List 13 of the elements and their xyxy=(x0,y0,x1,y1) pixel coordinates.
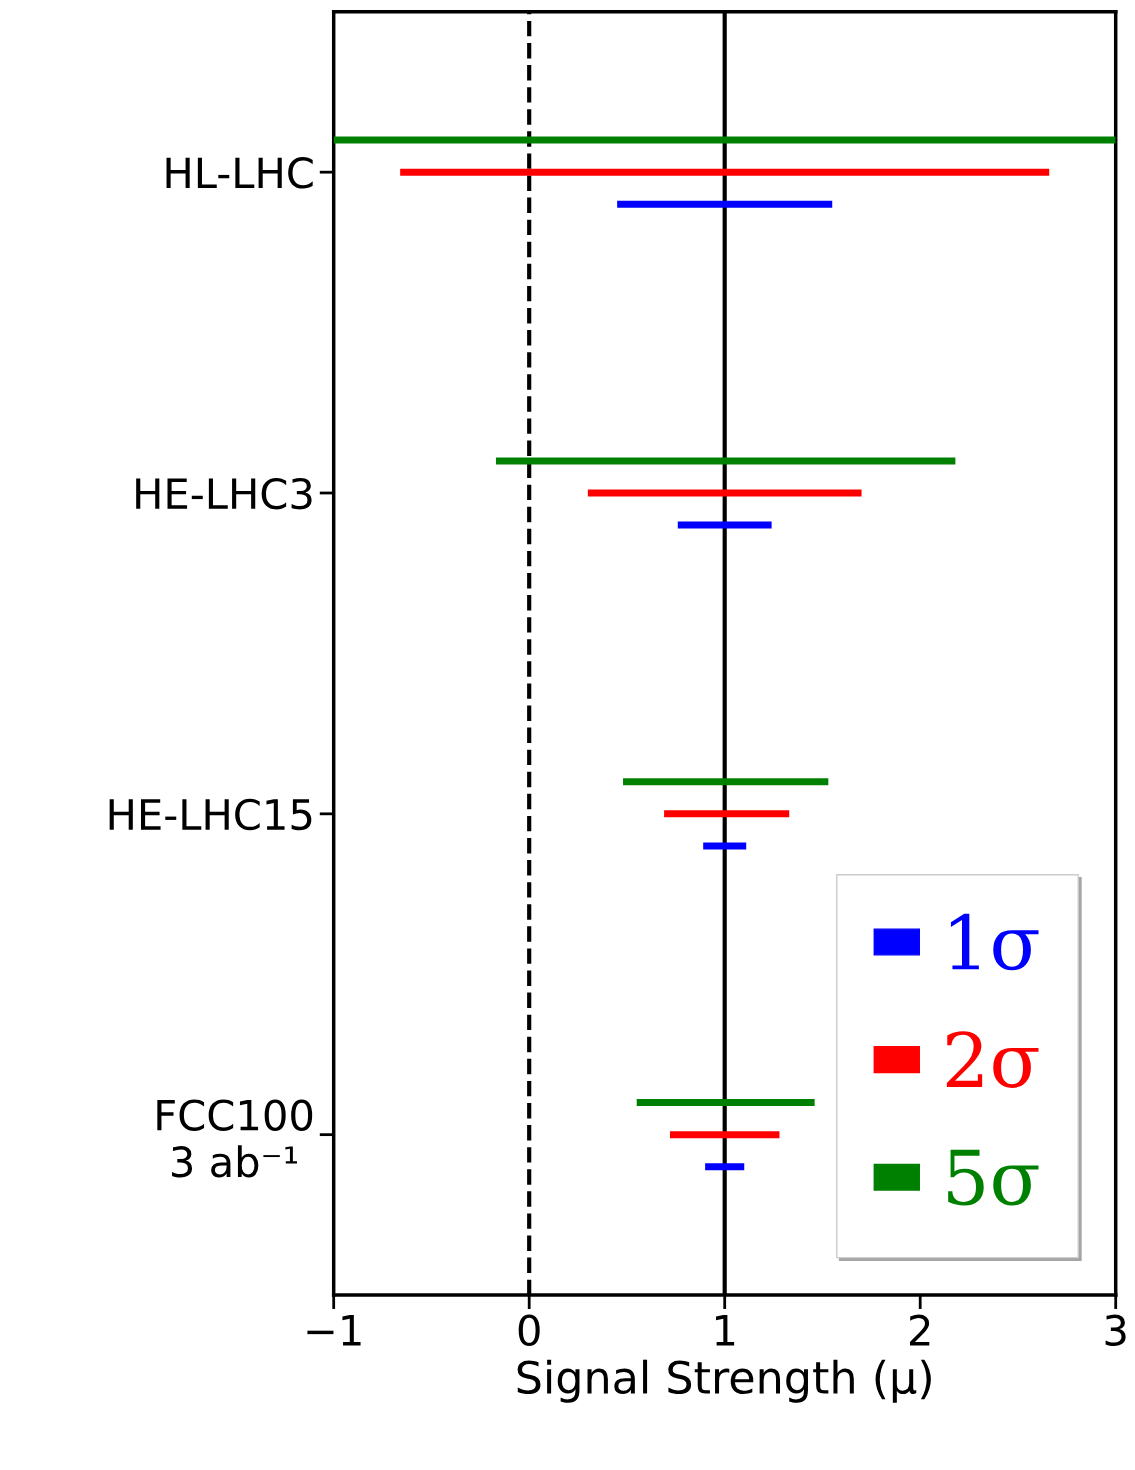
y-tick-label: HE-LHC3 xyxy=(136,477,312,510)
x-axis-title: Signal Strength (μ) xyxy=(517,1359,931,1403)
legend-label: 2σ xyxy=(946,1031,1039,1088)
y-tick-label: FCC100 3 ab⁻¹ xyxy=(157,1099,313,1178)
x-tick-label: −1 xyxy=(307,1315,361,1346)
x-tick-label: 3 xyxy=(1105,1314,1126,1347)
x-tick-label: 2 xyxy=(910,1314,930,1346)
y-tick-label: HE-LHC15 xyxy=(109,798,312,831)
legend-label: 1σ xyxy=(950,913,1039,971)
x-tick-label: 1 xyxy=(716,1315,735,1346)
y-tick-label: HL-LHC xyxy=(166,157,313,189)
x-tick-label: 0 xyxy=(518,1314,540,1347)
legend-label: 5σ xyxy=(948,1149,1039,1206)
